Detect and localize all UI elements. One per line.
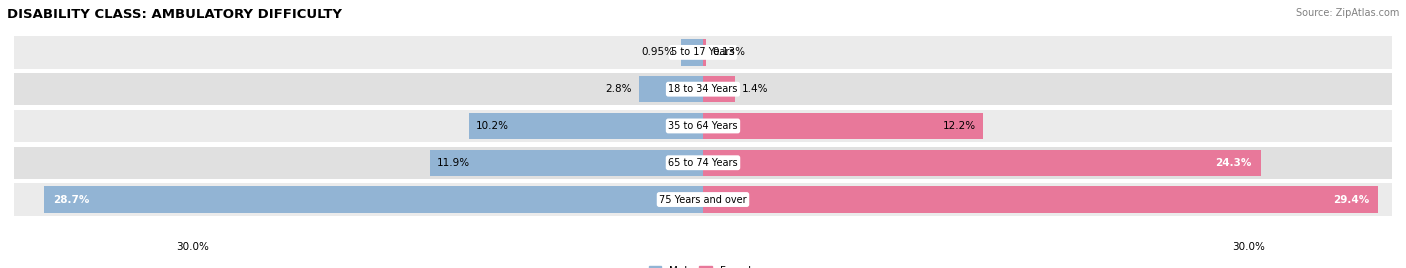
Text: 11.9%: 11.9% [437, 158, 470, 168]
Bar [14, 36, 1392, 69]
Bar [430, 150, 703, 176]
Bar [14, 110, 1392, 142]
Text: 30.0%: 30.0% [176, 242, 208, 252]
Text: 0.95%: 0.95% [641, 47, 675, 57]
Text: 65 to 74 Years: 65 to 74 Years [668, 158, 738, 168]
Text: Source: ZipAtlas.com: Source: ZipAtlas.com [1295, 8, 1399, 18]
Text: 24.3%: 24.3% [1215, 158, 1251, 168]
Bar [703, 39, 706, 66]
Bar [468, 113, 703, 139]
Text: 29.4%: 29.4% [1333, 195, 1369, 204]
Text: 75 Years and over: 75 Years and over [659, 195, 747, 204]
Bar [14, 183, 1392, 216]
Text: 30.0%: 30.0% [1233, 242, 1265, 252]
Bar [681, 39, 703, 66]
Bar [703, 150, 1261, 176]
Bar [638, 76, 703, 102]
Bar [14, 147, 1392, 179]
Text: 12.2%: 12.2% [943, 121, 976, 131]
Bar [14, 73, 1392, 105]
Text: 2.8%: 2.8% [606, 84, 631, 94]
Text: DISABILITY CLASS: AMBULATORY DIFFICULTY: DISABILITY CLASS: AMBULATORY DIFFICULTY [7, 8, 342, 21]
Bar [703, 113, 983, 139]
Bar [703, 76, 735, 102]
Text: 5 to 17 Years: 5 to 17 Years [671, 47, 735, 57]
Bar [703, 186, 1378, 213]
Text: 35 to 64 Years: 35 to 64 Years [668, 121, 738, 131]
Text: 10.2%: 10.2% [475, 121, 509, 131]
Text: 18 to 34 Years: 18 to 34 Years [668, 84, 738, 94]
Bar [44, 186, 703, 213]
Legend: Male, Female: Male, Female [644, 262, 762, 268]
Text: 1.4%: 1.4% [742, 84, 769, 94]
Text: 28.7%: 28.7% [53, 195, 90, 204]
Text: 0.13%: 0.13% [713, 47, 745, 57]
